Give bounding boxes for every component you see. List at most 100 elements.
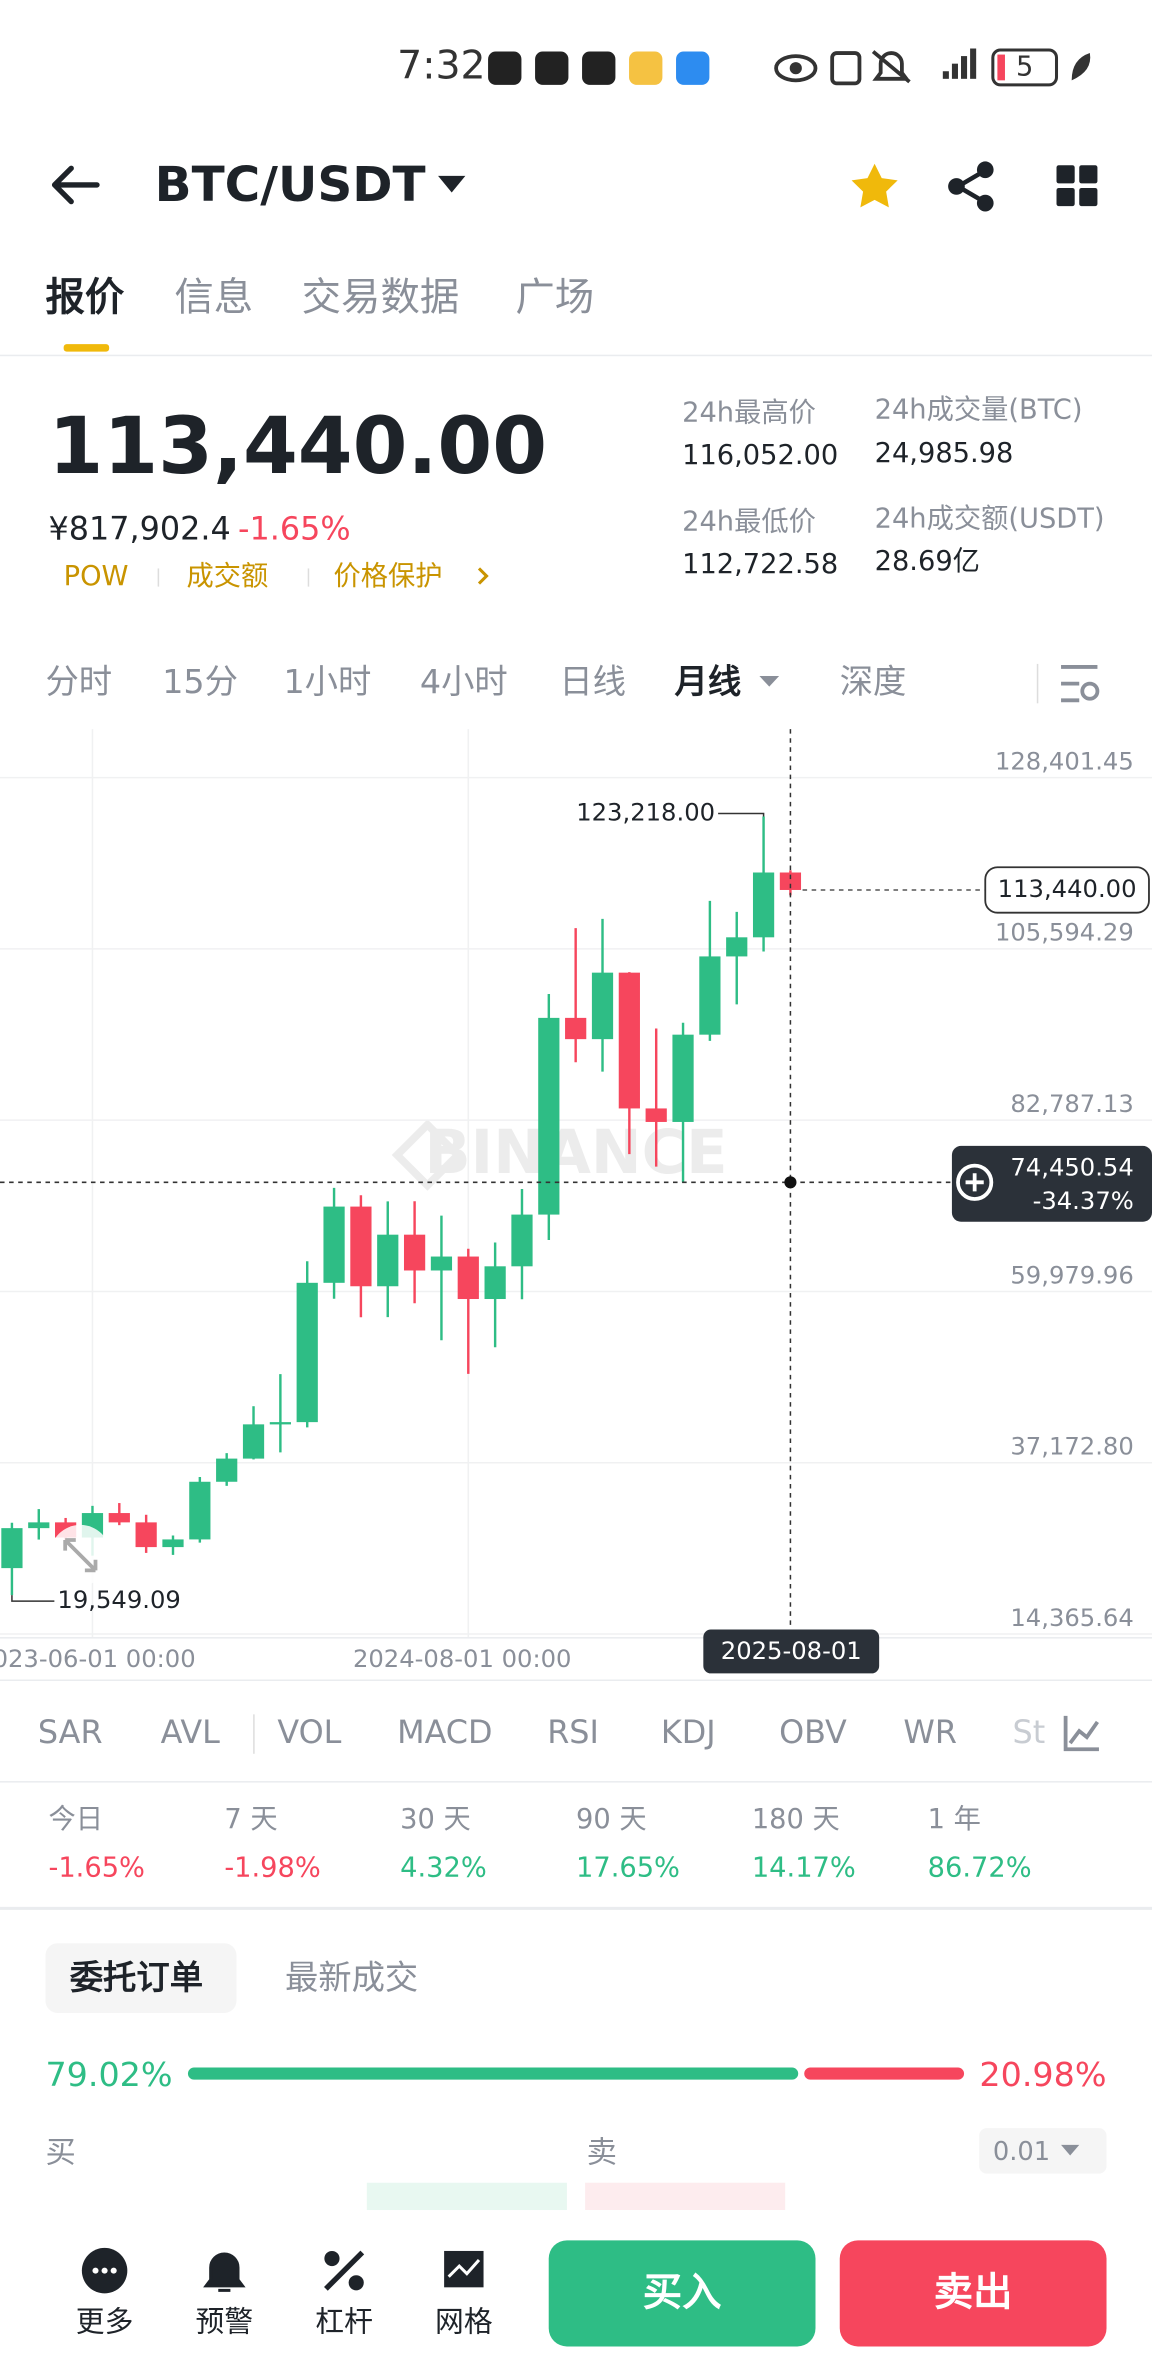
- candle-body: [28, 1522, 50, 1529]
- indicator-tab[interactable]: RSI: [547, 1713, 599, 1751]
- precision-box[interactable]: [979, 2128, 1107, 2174]
- perf-label: 30 天: [400, 1804, 471, 1835]
- price-tag[interactable]: POW: [64, 561, 129, 592]
- indicator-tab[interactable]: AVL: [161, 1713, 221, 1751]
- interval-tab[interactable]: 日线: [559, 662, 626, 701]
- share-icon-dot: [948, 178, 965, 195]
- precision-value: 0.01: [993, 2137, 1050, 2167]
- crosshair-plus: [965, 1173, 984, 1192]
- crosshair-dot: [784, 1176, 797, 1189]
- indicator-tab[interactable]: WR: [903, 1713, 957, 1751]
- interval-tab[interactable]: 15分: [162, 662, 238, 701]
- indicator-tab[interactable]: SAR: [38, 1713, 103, 1751]
- bottom-item[interactable]: 杠杆: [315, 2305, 373, 2339]
- buy-button[interactable]: [548, 2240, 816, 2347]
- stat-value: 112,722.58: [682, 549, 838, 580]
- precision-dropdown: [1061, 2144, 1080, 2156]
- chart-settings-icon[interactable]: [1061, 665, 1098, 703]
- battery: [991, 48, 1059, 87]
- price-tag[interactable]: 价格保护: [333, 561, 442, 592]
- bottom-item[interactable]: 更多: [76, 2305, 134, 2339]
- status-time: 7:32: [397, 43, 486, 89]
- y-tick-label: 37,172.80: [1010, 1432, 1133, 1461]
- sell-button[interactable]: [839, 2240, 1107, 2347]
- mute-icon: [871, 50, 911, 84]
- stat-label: 24h成交额(USDT): [875, 503, 1105, 534]
- candle-body: [350, 1206, 372, 1287]
- cny-price: ¥817,902.4: [49, 510, 231, 548]
- pair-title[interactable]: BTC/USDT: [155, 157, 426, 213]
- grid-icon-cell[interactable]: [1079, 165, 1098, 184]
- crosshair-x-box: [703, 1629, 880, 1674]
- buy-ratio-bar: [187, 2067, 799, 2080]
- nfc-icon: [830, 51, 862, 86]
- candle-body: [135, 1522, 157, 1548]
- app-icon: [582, 51, 616, 85]
- y-tick-label: 128,401.45: [995, 746, 1134, 775]
- leverage-icon: [324, 2250, 365, 2291]
- tab[interactable]: 广场: [515, 275, 594, 321]
- indicator-settings-icon[interactable]: [1063, 1715, 1099, 1752]
- grid-icon-cell[interactable]: [1056, 187, 1075, 207]
- indicator-tab[interactable]: KDJ: [661, 1713, 716, 1751]
- tab[interactable]: 报价: [45, 275, 124, 321]
- battery-level: [997, 54, 1005, 81]
- interval-dropdown: [759, 676, 780, 687]
- interval-tab[interactable]: 4小时: [420, 662, 508, 701]
- sell-button-label[interactable]: 卖出: [934, 2269, 1013, 2315]
- interval-tab[interactable]: 分时: [45, 662, 112, 701]
- grid-bot-icon: [447, 2259, 481, 2278]
- chart-bottom-border: [0, 1637, 1152, 1639]
- orders-tab[interactable]: 最新成交: [285, 1958, 418, 1997]
- bottom-item[interactable]: 预警: [196, 2305, 254, 2339]
- indicator-tab[interactable]: VOL: [277, 1713, 341, 1751]
- candle-body: [484, 1266, 506, 1300]
- sell-ratio-bar: [804, 2067, 965, 2080]
- indicator-tab[interactable]: MACD: [397, 1713, 492, 1751]
- divider: [0, 1781, 1152, 1783]
- stat-label: 24h最低价: [682, 506, 816, 537]
- stat-label: 24h成交量(BTC): [875, 394, 1083, 425]
- crosshair-y-label: 74,450.54: [1010, 1153, 1133, 1182]
- last-price: 113,440.00: [49, 400, 548, 492]
- crosshair-change: -34.37%: [1033, 1186, 1134, 1215]
- leaf-icon: [1071, 53, 1091, 81]
- candle-body: [457, 1256, 479, 1300]
- interval-tab[interactable]: 深度: [840, 662, 907, 701]
- signal-bar: [951, 63, 958, 79]
- back-arrow[interactable]: [51, 165, 100, 205]
- favorite-star[interactable]: [851, 163, 898, 208]
- crosshair-x-label: 2025-08-01: [721, 1636, 862, 1665]
- x-tick-label: 2023-06-01 00:00: [0, 1644, 196, 1673]
- low-marker-line: [11, 1595, 55, 1602]
- crosshair-y-box[interactable]: [951, 1145, 1152, 1222]
- stat-value: 24,985.98: [875, 438, 1014, 469]
- perf-label: 今日: [49, 1804, 104, 1835]
- candle-body: [323, 1206, 345, 1283]
- leverage-icon: [348, 2275, 364, 2291]
- tab[interactable]: 信息: [174, 275, 253, 321]
- tab[interactable]: 交易数据: [302, 275, 460, 321]
- pair-dropdown[interactable]: [438, 175, 466, 193]
- buy-button-label[interactable]: 买入: [643, 2269, 722, 2315]
- candle-body: [726, 937, 748, 957]
- price-tag[interactable]: 成交额: [186, 561, 268, 592]
- orders-tab[interactable]: 委托订单: [70, 1958, 203, 1997]
- grid-icon-cell[interactable]: [1056, 165, 1075, 184]
- perf-label: 180 天: [752, 1804, 840, 1835]
- grid-icon-cell[interactable]: [1079, 187, 1098, 207]
- interval-tab[interactable]: 1小时: [283, 662, 371, 701]
- indicator-tab[interactable]: OBV: [779, 1713, 847, 1751]
- interval-tab[interactable]: 月线: [675, 662, 742, 701]
- section-gap: [0, 1906, 1152, 1910]
- tag-chevron: [477, 567, 489, 585]
- signal-bar: [942, 71, 949, 79]
- stat-value: 28.69亿: [875, 546, 980, 577]
- candle-body: [779, 872, 802, 890]
- candle-body: [1, 1528, 23, 1569]
- bottom-item[interactable]: 网格: [435, 2305, 493, 2339]
- candle-body: [699, 956, 721, 1035]
- candle-body: [752, 872, 775, 938]
- candle-body: [645, 1108, 667, 1122]
- perf-label: 90 天: [576, 1804, 647, 1835]
